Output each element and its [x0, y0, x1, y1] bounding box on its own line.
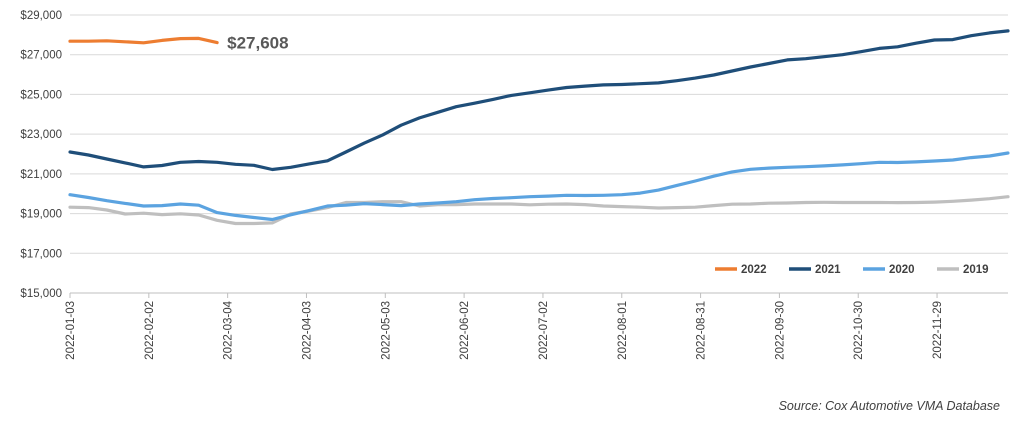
x-tick-label: 2022-08-01: [617, 301, 629, 360]
x-tick-label: 2022-01-03: [65, 301, 77, 360]
x-tick-label: 2022-09-30: [774, 301, 786, 360]
x-tick-label: 2022-06-02: [459, 301, 471, 360]
x-tick-label: 2022-02-02: [144, 301, 156, 360]
y-tick-label: $25,000: [20, 89, 62, 101]
legend: 2022 2021 2020 2019: [715, 264, 989, 276]
x-tick-label: 2022-05-03: [380, 301, 392, 360]
series-line-2020: [68, 151, 1010, 222]
x-tick-label: 2022-10-30: [853, 301, 865, 360]
x-tick-label: 2022-04-03: [301, 301, 313, 360]
series-line-2021: [68, 29, 1010, 172]
y-tick-label: $19,000: [20, 209, 62, 221]
x-tick-label: 2022-11-29: [932, 301, 944, 359]
source-caption: Source: Cox Automotive VMA Database: [779, 399, 1000, 413]
series-lines: [68, 29, 1010, 226]
series-line-2019: [68, 195, 1010, 226]
x-tick-label: 2022-07-02: [538, 301, 550, 360]
legend-item-2021: 2021: [789, 264, 841, 276]
value-callout: $27,608: [227, 34, 288, 53]
legend-label: 2021: [815, 264, 841, 276]
legend-item-2020: 2020: [863, 264, 915, 276]
legend-label: 2019: [963, 264, 989, 276]
legend-item-2019: 2019: [937, 264, 989, 276]
y-tick-label: $21,000: [20, 169, 62, 181]
y-tick-label: $15,000: [20, 288, 62, 300]
y-tick-label: $29,000: [20, 10, 62, 22]
legend-item-2022: 2022: [715, 264, 767, 276]
x-axis-ticks: 2022-01-03 2022-02-02 2022-03-04 2022-04-03…: [65, 293, 944, 360]
legend-label: 2020: [889, 264, 915, 276]
y-tick-label: $23,000: [20, 129, 62, 141]
y-tick-label: $27,000: [20, 50, 62, 62]
series-line-2022: [68, 36, 219, 45]
x-tick-label: 2022-03-04: [223, 300, 235, 359]
y-axis-ticks: $15,000 $17,000 $19,000 $21,000 $23,000 $25,0…: [20, 10, 62, 300]
y-tick-label: $17,000: [20, 248, 62, 260]
legend-label: 2022: [741, 264, 767, 276]
x-tick-label: 2022-08-31: [696, 301, 708, 360]
annotations: $27,608: [227, 34, 288, 53]
